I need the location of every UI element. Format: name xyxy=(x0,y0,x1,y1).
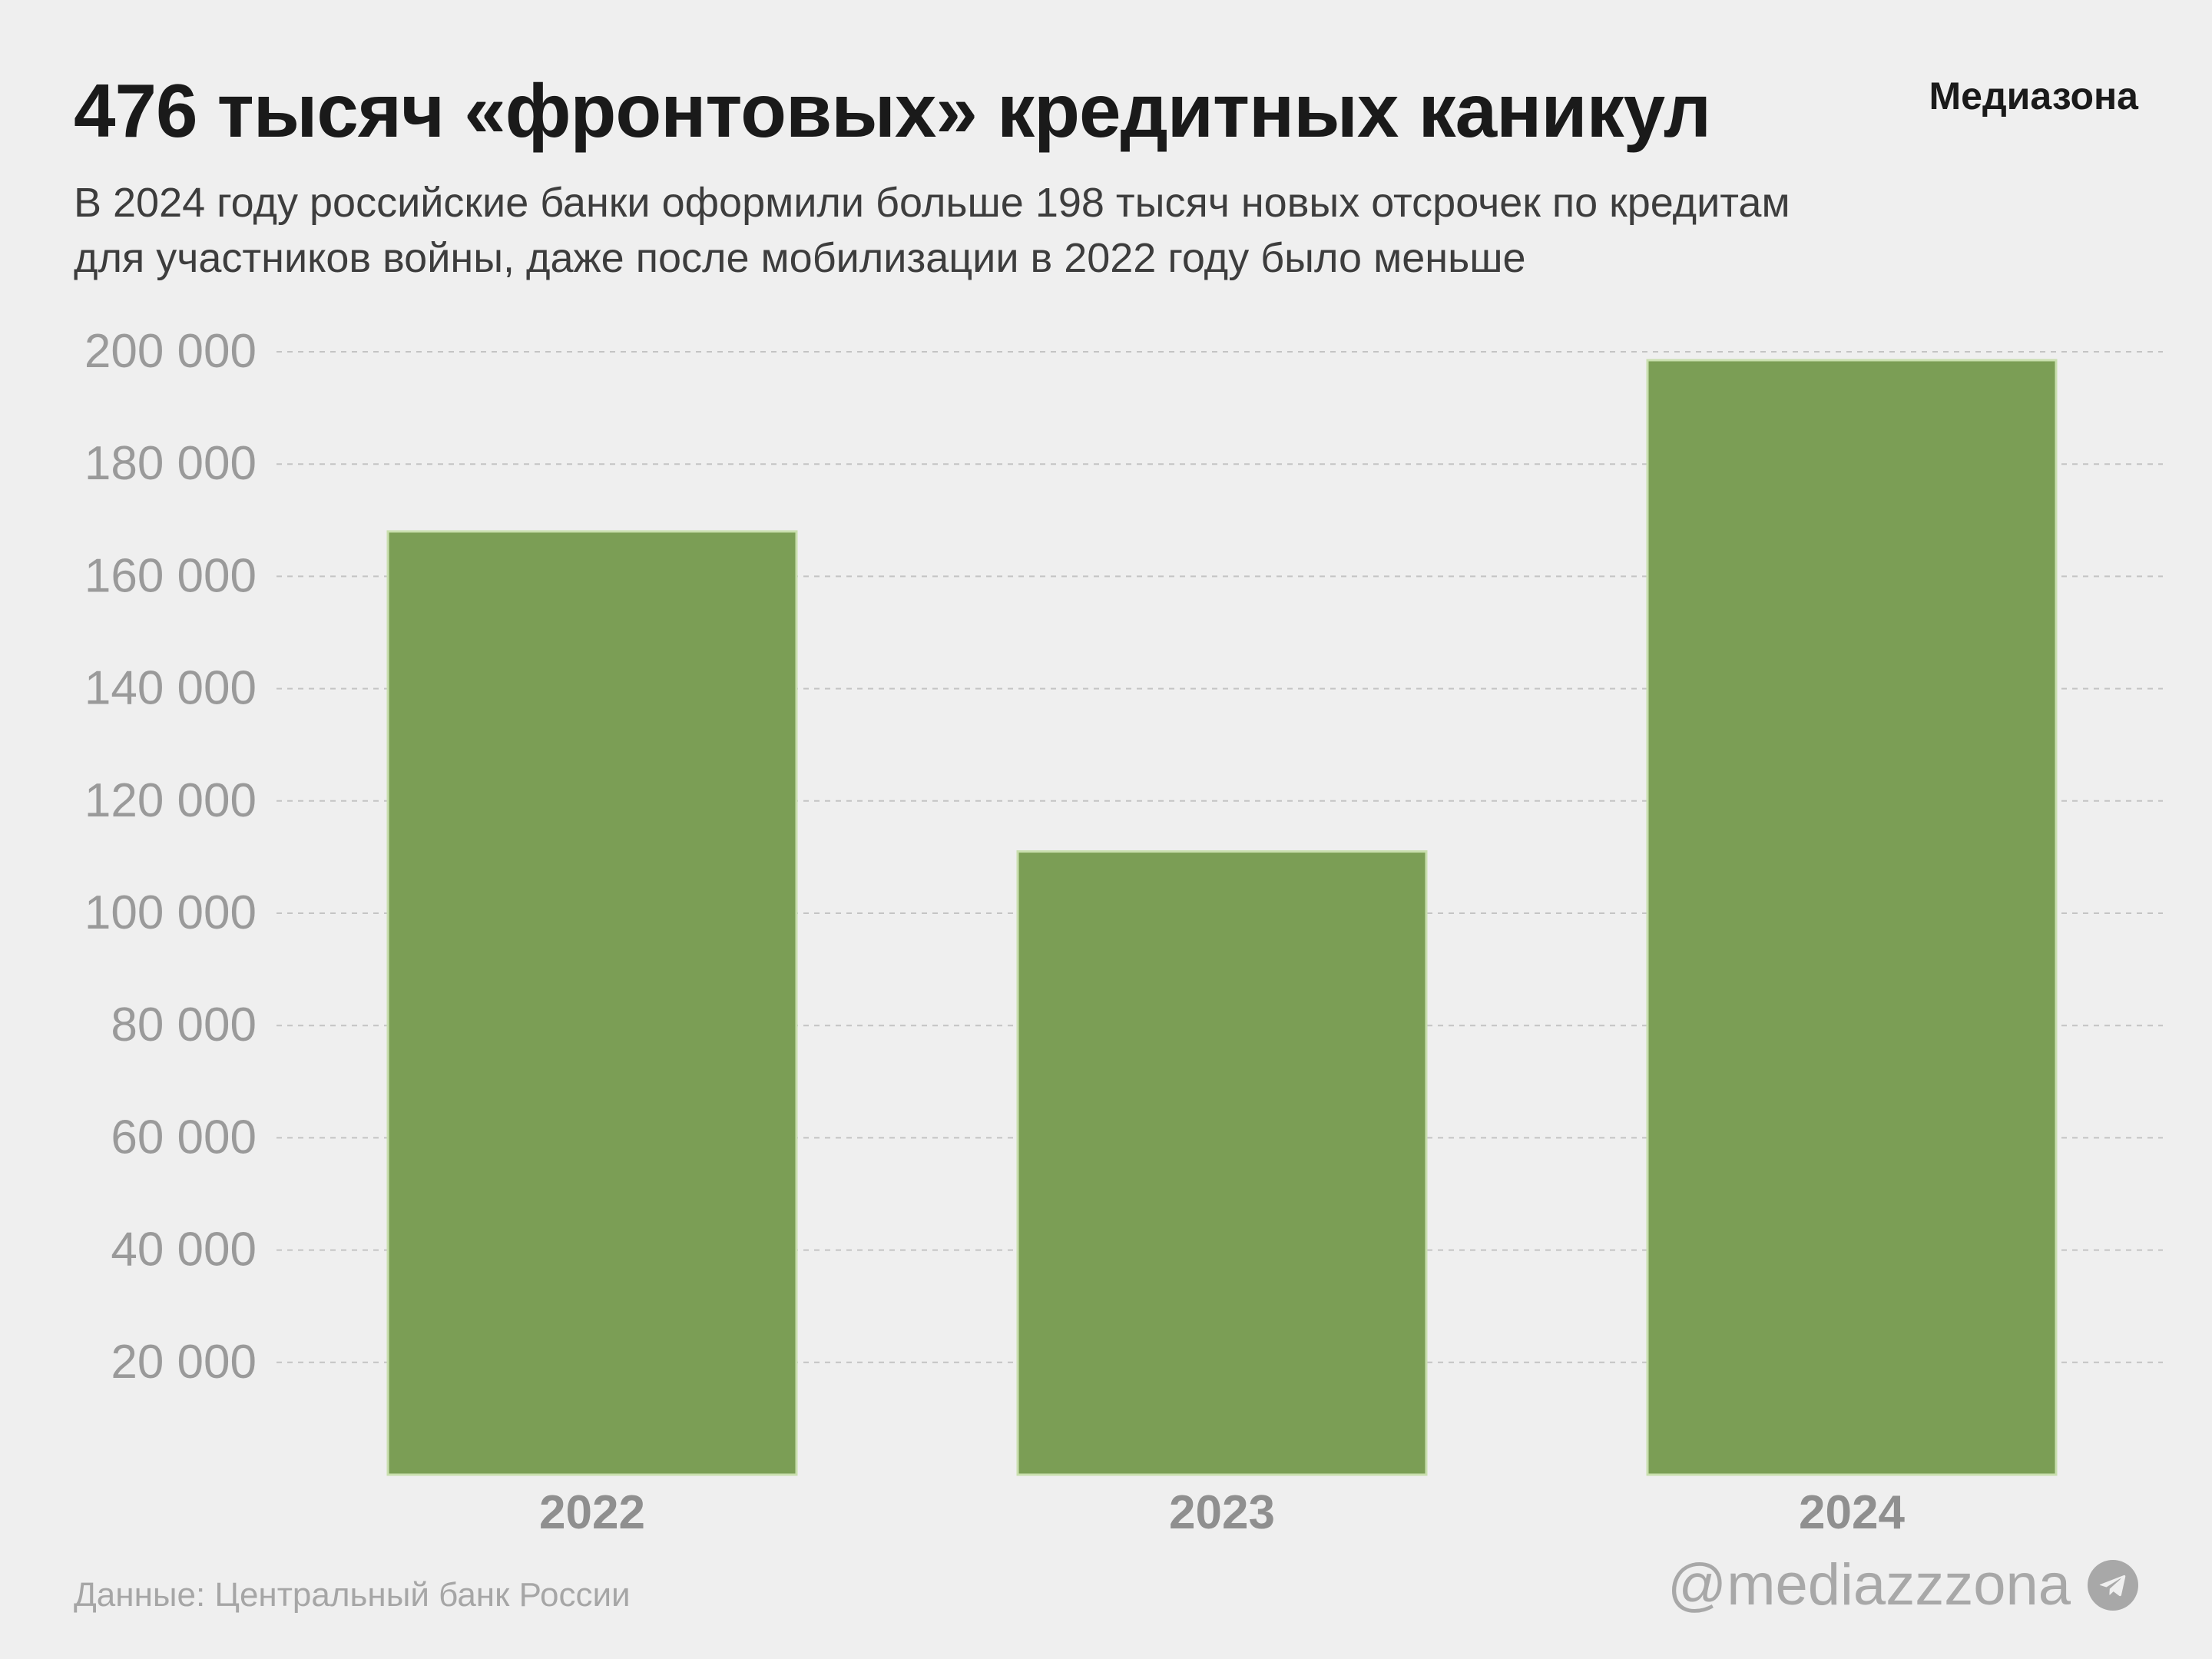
y-tick-label: 180 000 xyxy=(84,437,257,490)
y-tick-label: 20 000 xyxy=(111,1336,257,1389)
brand-logo: Медиазона xyxy=(1929,75,2138,118)
y-tick-label: 200 000 xyxy=(84,325,257,378)
y-tick-label: 40 000 xyxy=(111,1224,257,1277)
bar-2023 xyxy=(1016,850,1428,1476)
handle-text: @mediazzzona xyxy=(1667,1552,2071,1618)
subtitle-line-2: для участников войны, даже после мобилиз… xyxy=(74,235,1526,281)
subtitle-line-1: В 2024 году российские банки оформили бо… xyxy=(74,180,1790,226)
y-tick-label: 100 000 xyxy=(84,886,257,939)
y-tick-label: 160 000 xyxy=(84,549,257,602)
bar-2024 xyxy=(1646,359,2058,1476)
telegram-icon xyxy=(2088,1559,2138,1611)
x-axis-ticks: 2022 2023 2024 xyxy=(539,1486,1905,1539)
y-tick-label: 140 000 xyxy=(84,662,257,715)
chart-title: 476 тысяч «фронтовых» кредитных каникул xyxy=(74,68,1711,153)
chart-subtitle: В 2024 году российские банки оформили бо… xyxy=(74,175,2101,286)
data-source: Данные: Центральный банк России xyxy=(74,1576,631,1614)
x-tick-label: 2022 xyxy=(539,1486,645,1539)
y-axis-ticks: 20 000 40 000 60 000 80 000 100 000 120 000 14… xyxy=(84,325,257,1389)
x-tick-label: 2023 xyxy=(1169,1486,1275,1539)
x-tick-label: 2024 xyxy=(1799,1486,1905,1539)
y-tick-label: 120 000 xyxy=(84,774,257,827)
y-tick-label: 60 000 xyxy=(111,1111,257,1164)
bar-2022 xyxy=(386,530,798,1476)
bars xyxy=(386,359,2058,1476)
y-tick-label: 80 000 xyxy=(111,998,257,1051)
social-handle[interactable]: @mediazzzona xyxy=(1667,1551,2138,1618)
